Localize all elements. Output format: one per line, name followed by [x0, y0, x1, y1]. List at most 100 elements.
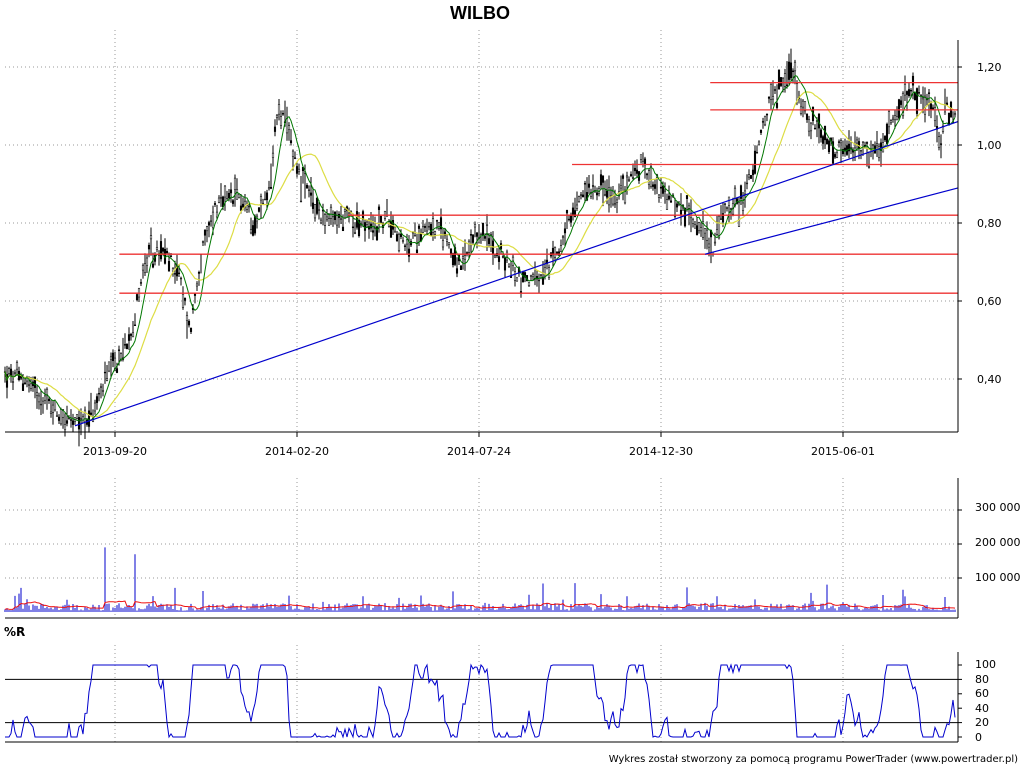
price-candle-body: [299, 200, 303, 203]
price-candle-body: [501, 256, 505, 258]
price-candle-body: [757, 141, 761, 145]
price-candle-body: [431, 218, 435, 233]
price-candle-body: [741, 202, 745, 211]
price-candle-body: [167, 261, 171, 272]
price-candle-body: [825, 138, 829, 145]
price-candle-body: [305, 185, 309, 189]
x-tick-label: 2014-02-20: [265, 445, 329, 458]
price-candle-body: [129, 334, 133, 336]
price-candle-body: [403, 245, 407, 247]
price-candle-body: [35, 392, 39, 396]
price-candle-body: [739, 185, 743, 199]
price-candle-body: [265, 192, 269, 201]
price-candle-body: [379, 215, 383, 223]
price-candle-body: [787, 61, 791, 80]
price-candle-body: [819, 129, 823, 138]
price-candle-body: [133, 324, 137, 326]
price-candle-body: [927, 92, 931, 94]
price-candle-body: [771, 96, 775, 100]
price-candle-body: [833, 154, 837, 158]
price-candle-body: [705, 229, 709, 241]
price-candle-body: [751, 169, 755, 176]
price-panel: [3, 48, 959, 447]
price-candle-body: [251, 225, 255, 236]
price-candle-body: [693, 224, 697, 229]
price-candle-body: [105, 378, 109, 381]
price-candle-body: [323, 214, 327, 226]
price-candle-body: [623, 189, 627, 204]
price-candle-body: [241, 203, 245, 208]
price-candle-body: [223, 185, 227, 198]
price-candle-body: [839, 140, 843, 144]
price-candle-body: [783, 73, 787, 87]
price-tick-label: 1,20: [977, 61, 1002, 74]
price-candle-body: [367, 226, 371, 230]
price-candle-body: [185, 315, 189, 321]
price-candle-body: [275, 114, 279, 118]
wr-tick-label: 60: [975, 687, 989, 700]
price-candle-body: [647, 170, 651, 186]
price-candle-body: [469, 234, 473, 236]
price-candle-body: [827, 140, 831, 153]
price-candle-body: [89, 412, 93, 415]
price-candle-body: [173, 273, 177, 275]
price-candle-body: [521, 271, 525, 283]
price-candle-body: [143, 263, 147, 274]
price-candle-body: [189, 327, 193, 332]
wr-tick-label: 100: [975, 658, 996, 671]
williams-r-reference-lines: [5, 678, 958, 724]
price-candle-body: [645, 173, 649, 176]
price-candle-body: [589, 192, 593, 197]
price-candle-body: [729, 208, 733, 210]
price-candle-body: [207, 222, 211, 226]
price-candle-body: [907, 89, 911, 96]
price-candle-body: [425, 230, 429, 234]
price-candle-body: [11, 381, 15, 383]
price-candle-body: [905, 91, 909, 95]
price-candle-body: [65, 420, 69, 424]
price-candle-body: [235, 189, 239, 200]
price-candle-body: [107, 361, 111, 372]
williams-r-panel: [5, 663, 958, 739]
price-candle-body: [627, 179, 631, 181]
price-candle-body: [743, 190, 747, 195]
price-candle-body: [841, 149, 845, 155]
price-candle-body: [749, 175, 753, 179]
price-candle-body: [707, 243, 711, 248]
price-candle-body: [553, 246, 557, 258]
price-candle-body: [229, 189, 233, 194]
price-candle-body: [897, 99, 901, 119]
price-candle-body: [111, 352, 115, 362]
price-candle-body: [335, 215, 339, 226]
price-candle-body: [181, 293, 185, 308]
price-candle-body: [891, 117, 895, 120]
price-candle-body: [187, 320, 191, 326]
price-candle-body: [523, 272, 527, 278]
price-candle-body: [55, 415, 59, 417]
price-candle-body: [579, 194, 583, 196]
axes: [5, 40, 962, 743]
horizontal-levels: [119, 81, 958, 294]
price-candle-body: [285, 118, 289, 134]
price-candle-body: [365, 221, 369, 225]
price-candle-body: [893, 115, 897, 121]
price-candle-body: [217, 197, 221, 203]
price-candle-body: [203, 229, 207, 236]
price-candle-body: [205, 226, 209, 232]
price-candle-body: [695, 225, 699, 236]
price-candle-body: [543, 267, 547, 277]
price-candle-body: [837, 141, 841, 143]
price-candle-body: [401, 240, 405, 243]
price-candle-body: [763, 115, 767, 126]
price-candle-body: [311, 202, 315, 209]
price-candle-body: [735, 198, 739, 204]
price-candle-body: [37, 395, 41, 403]
price-candle-body: [673, 215, 677, 217]
price-candle-body: [513, 271, 517, 281]
price-candle-body: [97, 393, 101, 395]
price-candle-body: [587, 183, 591, 188]
price-candle-body: [485, 224, 489, 226]
price-candle-body: [641, 160, 645, 165]
price-candle-body: [605, 190, 609, 198]
trend-lines: [74, 121, 959, 427]
